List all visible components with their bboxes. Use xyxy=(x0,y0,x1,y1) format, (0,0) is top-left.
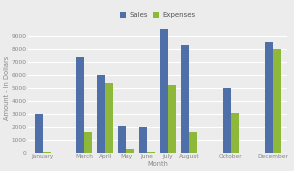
Bar xyxy=(168,85,176,153)
Bar xyxy=(118,126,126,153)
Y-axis label: Amount - In Dollars: Amount - In Dollars xyxy=(4,56,10,120)
Bar xyxy=(231,113,239,153)
Bar xyxy=(139,127,147,153)
Bar xyxy=(147,152,155,153)
Bar xyxy=(160,29,168,153)
Bar xyxy=(223,88,231,153)
Bar xyxy=(43,152,51,153)
X-axis label: Month: Month xyxy=(147,161,168,167)
Bar xyxy=(265,42,273,153)
Bar xyxy=(273,49,280,153)
Bar xyxy=(126,149,134,153)
Bar xyxy=(189,132,197,153)
Bar xyxy=(97,75,105,153)
Legend: Sales, Expenses: Sales, Expenses xyxy=(117,10,198,21)
Bar xyxy=(35,114,43,153)
Bar xyxy=(76,57,84,153)
Bar xyxy=(105,83,113,153)
Bar xyxy=(181,45,189,153)
Bar xyxy=(84,132,92,153)
